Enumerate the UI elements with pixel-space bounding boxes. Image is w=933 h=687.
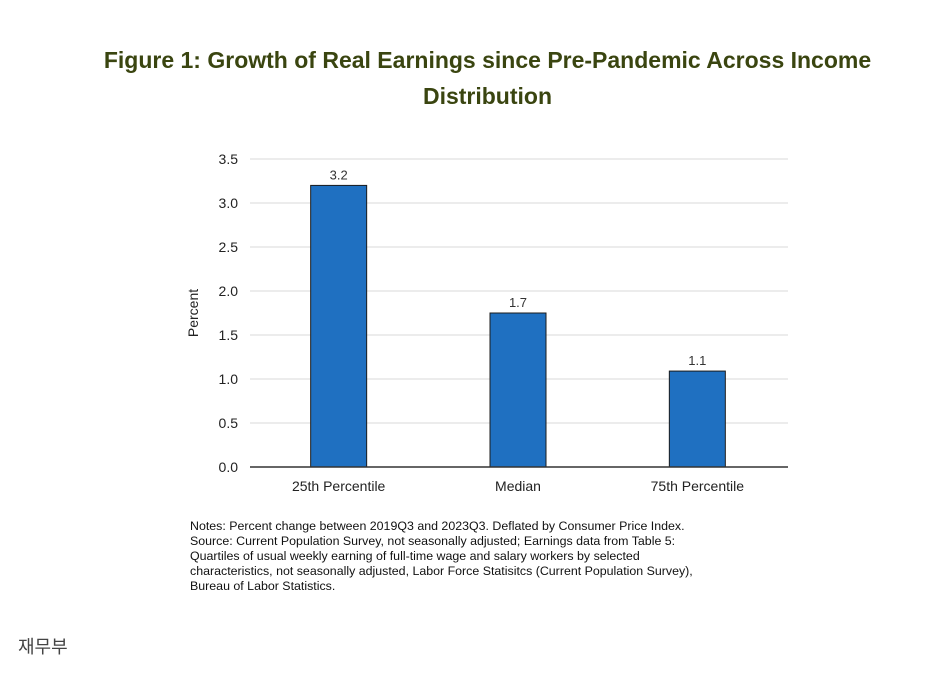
chart-notes: Notes: Percent change between 2019Q3 and… — [190, 519, 790, 594]
y-tick-label: 1.5 — [219, 327, 239, 343]
y-tick-label: 1.0 — [219, 371, 239, 387]
data-label: 3.2 — [330, 167, 348, 182]
y-axis-label: Percent — [185, 289, 201, 337]
x-tick-label: Median — [495, 478, 541, 494]
y-tick-label: 2.0 — [219, 283, 239, 299]
y-tick-label: 2.5 — [219, 239, 239, 255]
notes-line: characteristics, not seasonally adjusted… — [190, 564, 693, 578]
y-tick-label: 3.5 — [219, 151, 239, 167]
bars — [310, 184, 726, 468]
y-tick-label: 3.0 — [219, 195, 239, 211]
x-tick-label: 25th Percentile — [292, 478, 386, 494]
bar — [489, 312, 547, 468]
notes-line: Quartiles of usual weekly earning of ful… — [190, 549, 640, 563]
notes-line: Notes: Percent change between 2019Q3 and… — [190, 519, 685, 533]
labels: 0.0 0.5 1.0 1.5 2.0 2.5 3.0 3.5 3.2 25th Percenti… — [185, 151, 744, 494]
data-label: 1.1 — [688, 353, 706, 368]
chart-title: Figure 1: Growth of Real Earnings since … — [103, 47, 872, 109]
bar — [668, 370, 726, 468]
x-tick-label: 75th Percentile — [651, 478, 745, 494]
data-label: 1.7 — [509, 295, 527, 310]
notes-line: Source: Current Population Survey, not s… — [190, 534, 676, 548]
notes-line: Bureau of Labor Statistics. — [190, 579, 336, 593]
y-tick-label: 0.0 — [219, 459, 239, 475]
y-tick-label: 0.5 — [219, 415, 239, 431]
bar — [310, 184, 368, 468]
footer-label: 재무부 — [18, 637, 68, 658]
